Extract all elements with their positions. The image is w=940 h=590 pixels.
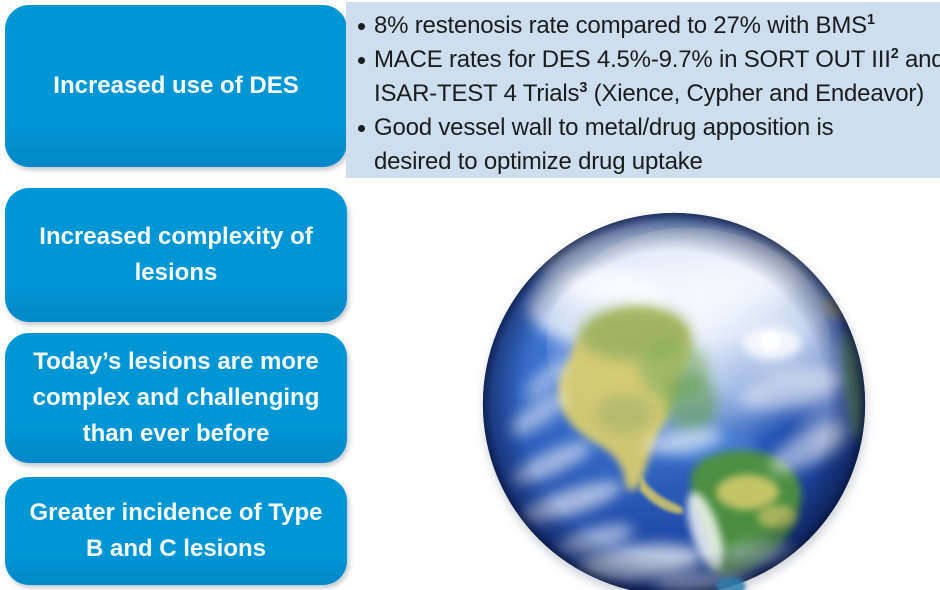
box-text-line: Increased use of DES (53, 72, 299, 99)
box-text-line: Greater incidence of Type (29, 499, 323, 526)
bullet-line: 8% restenosis rate compared to 27% with … (346, 9, 940, 43)
box-increased-use-of-des: Increased use of DES (5, 5, 347, 167)
footnote-superscript: 1 (866, 12, 875, 28)
box-increased-complexity-of-lesions: Increased complexity of lesions (5, 188, 347, 322)
bullet-text: MACE rates for DES 4.5%-9.7% in SORT OUT… (374, 46, 940, 73)
bullet-line: Good vessel wall to metal/drug appositio… (346, 111, 940, 145)
bullet-icon (354, 111, 374, 145)
box-text-line: lesions (134, 259, 218, 286)
footnote-superscript: 3 (579, 80, 588, 96)
box-text-line: Increased complexity of (39, 223, 313, 250)
box-greater-incidence-type-b-c-lesions: Greater incidence of Type B and C lesion… (5, 477, 347, 585)
earth-globe-image (482, 212, 866, 590)
bullet-line: MACE rates for DES 4.5%-9.7% in SORT OUT… (346, 43, 940, 77)
box-text-line: than ever before (82, 420, 270, 447)
bullet-line-continuation: desired to optimize drug uptake (346, 145, 940, 179)
box-text-line: B and C lesions (85, 535, 267, 562)
bullet-text: desired to optimize drug uptake (374, 148, 703, 175)
bullet-icon (354, 43, 374, 77)
box-text-line: complex and challenging (32, 384, 320, 411)
bullet-indent (354, 145, 374, 179)
bullet-text: Good vessel wall to metal/drug appositio… (374, 114, 834, 141)
bullet-text: 8% restenosis rate compared to 27% with … (374, 12, 875, 39)
bullet-line-continuation: ISAR-TEST 4 Trials3 (Xience, Cypher and … (346, 77, 940, 111)
bullet-text: ISAR-TEST 4 Trials3 (Xience, Cypher and … (374, 80, 925, 107)
bullet-indent (354, 77, 374, 111)
box-todays-lesions-more-complex: Today’s lesions are more complex and cha… (5, 333, 347, 463)
bullet-icon (354, 9, 374, 43)
box-text-line: Today’s lesions are more (33, 348, 319, 375)
key-points-panel: 8% restenosis rate compared to 27% with … (346, 2, 940, 178)
footnote-superscript: 2 (890, 46, 899, 62)
